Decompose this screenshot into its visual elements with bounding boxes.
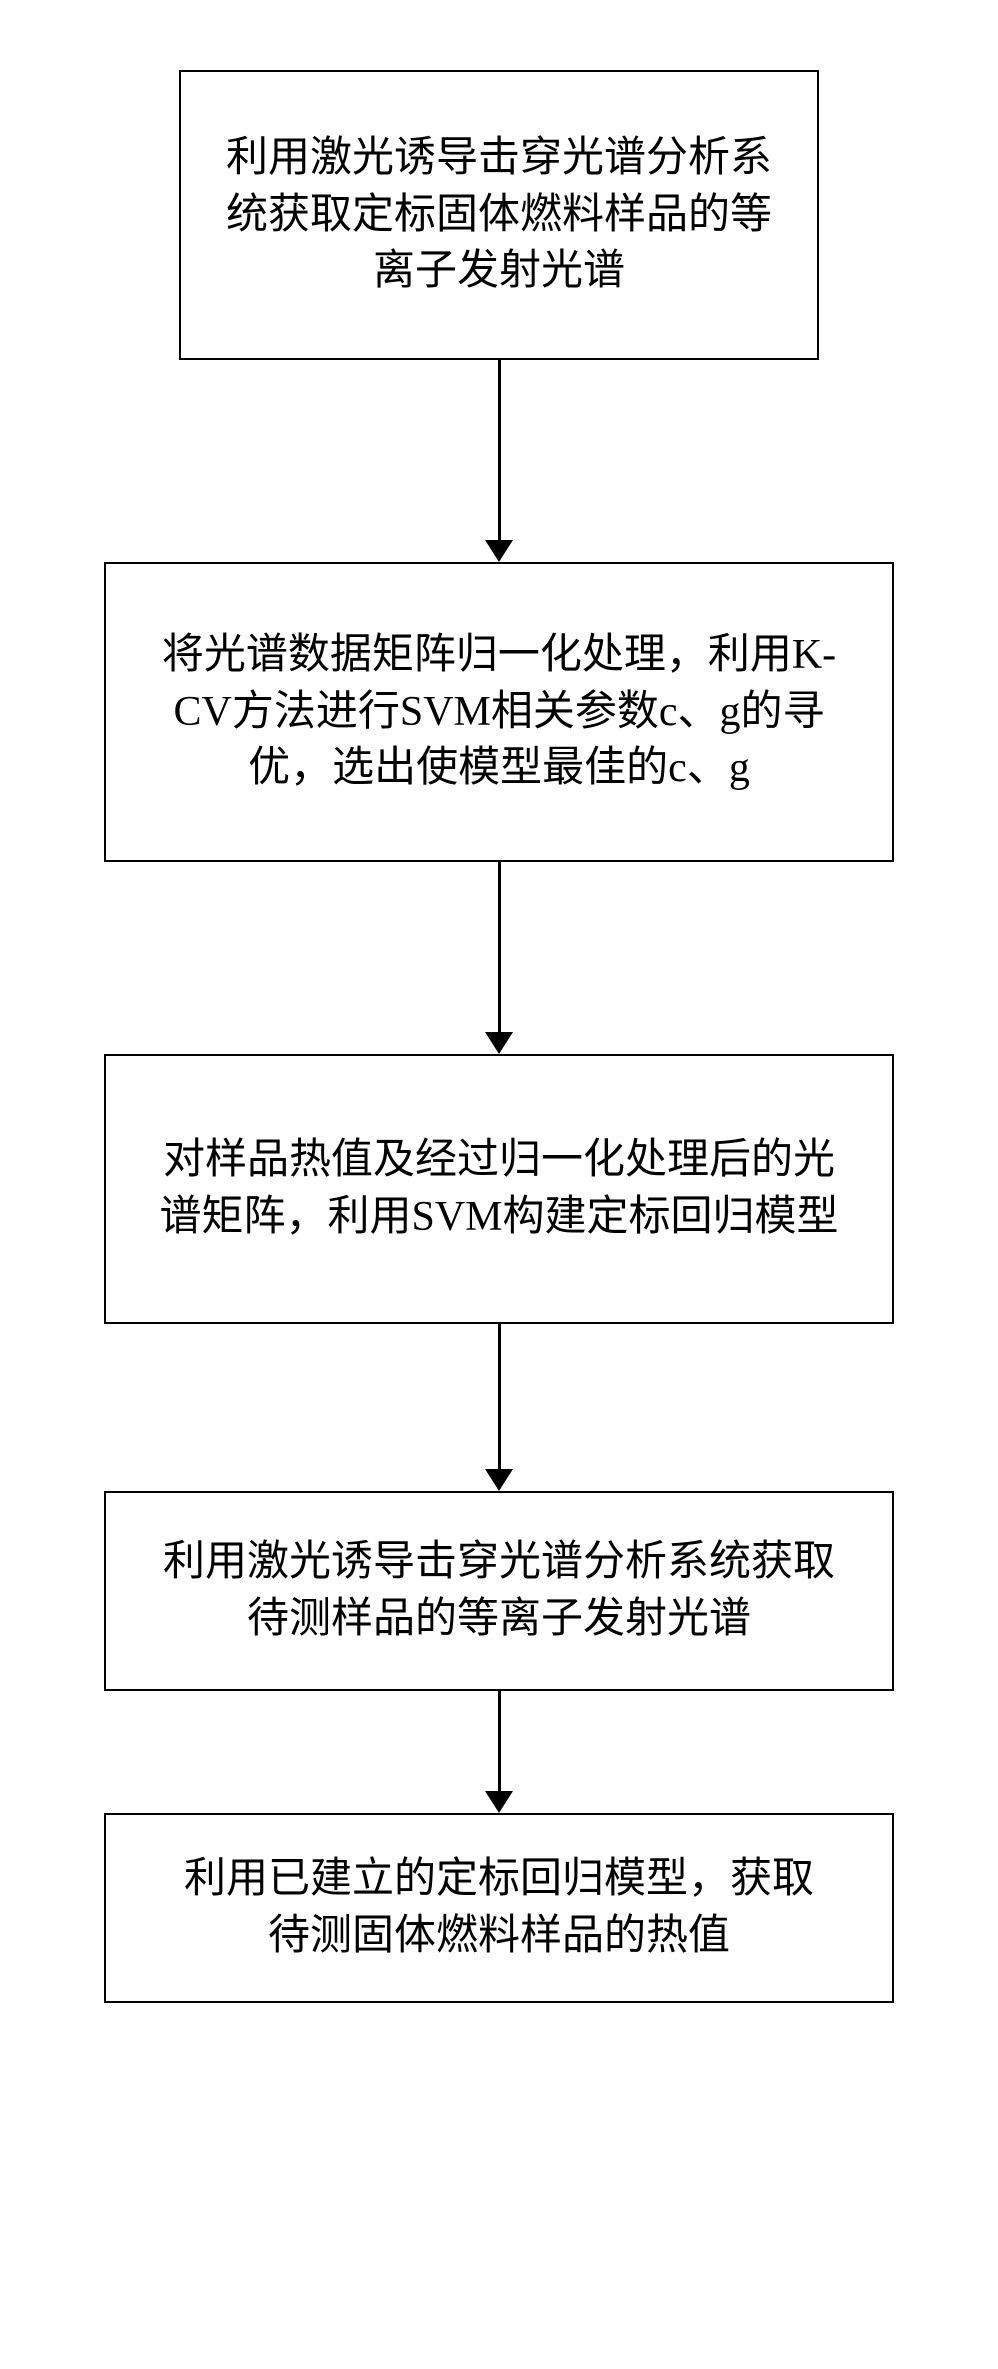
flowchart-arrow [485,1691,513,1813]
flowchart-arrow [485,1324,513,1491]
arrow-shaft [498,862,501,1032]
flowchart-box-step2: 将光谱数据矩阵归一化处理，利用K-CV方法进行SVM相关参数c、g的寻优，选出使… [104,562,894,862]
arrow-shaft [498,1324,501,1469]
arrow-shaft [498,360,501,540]
arrow-head-icon [485,1469,513,1491]
flowchart-box-text: 利用激光诱导击穿光谱分析系统获取待测样品的等离子发射光谱 [146,1534,852,1647]
flowchart-box-step4: 利用激光诱导击穿光谱分析系统获取待测样品的等离子发射光谱 [104,1491,894,1691]
arrow-head-icon [485,1791,513,1813]
flowchart-box-text: 将光谱数据矩阵归一化处理，利用K-CV方法进行SVM相关参数c、g的寻优，选出使… [136,627,862,797]
flowchart-arrow [485,360,513,562]
flowchart-box-text: 利用激光诱导击穿光谱分析系统获取定标固体燃料样品的等离子发射光谱 [221,130,777,300]
arrow-head-icon [485,540,513,562]
arrow-shaft [498,1691,501,1791]
flowchart-container: 利用激光诱导击穿光谱分析系统获取定标固体燃料样品的等离子发射光谱将光谱数据矩阵归… [0,0,998,2073]
flowchart-arrow [485,862,513,1054]
arrow-head-icon [485,1032,513,1054]
flowchart-box-step3: 对样品热值及经过归一化处理后的光谱矩阵，利用SVM构建定标回归模型 [104,1054,894,1324]
flowchart-box-step1: 利用激光诱导击穿光谱分析系统获取定标固体燃料样品的等离子发射光谱 [179,70,819,360]
flowchart-box-text: 对样品热值及经过归一化处理后的光谱矩阵，利用SVM构建定标回归模型 [146,1132,852,1245]
flowchart-box-step5: 利用已建立的定标回归模型，获取待测固体燃料样品的热值 [104,1813,894,2003]
flowchart-box-text: 利用已建立的定标回归模型，获取待测固体燃料样品的热值 [166,1851,832,1964]
